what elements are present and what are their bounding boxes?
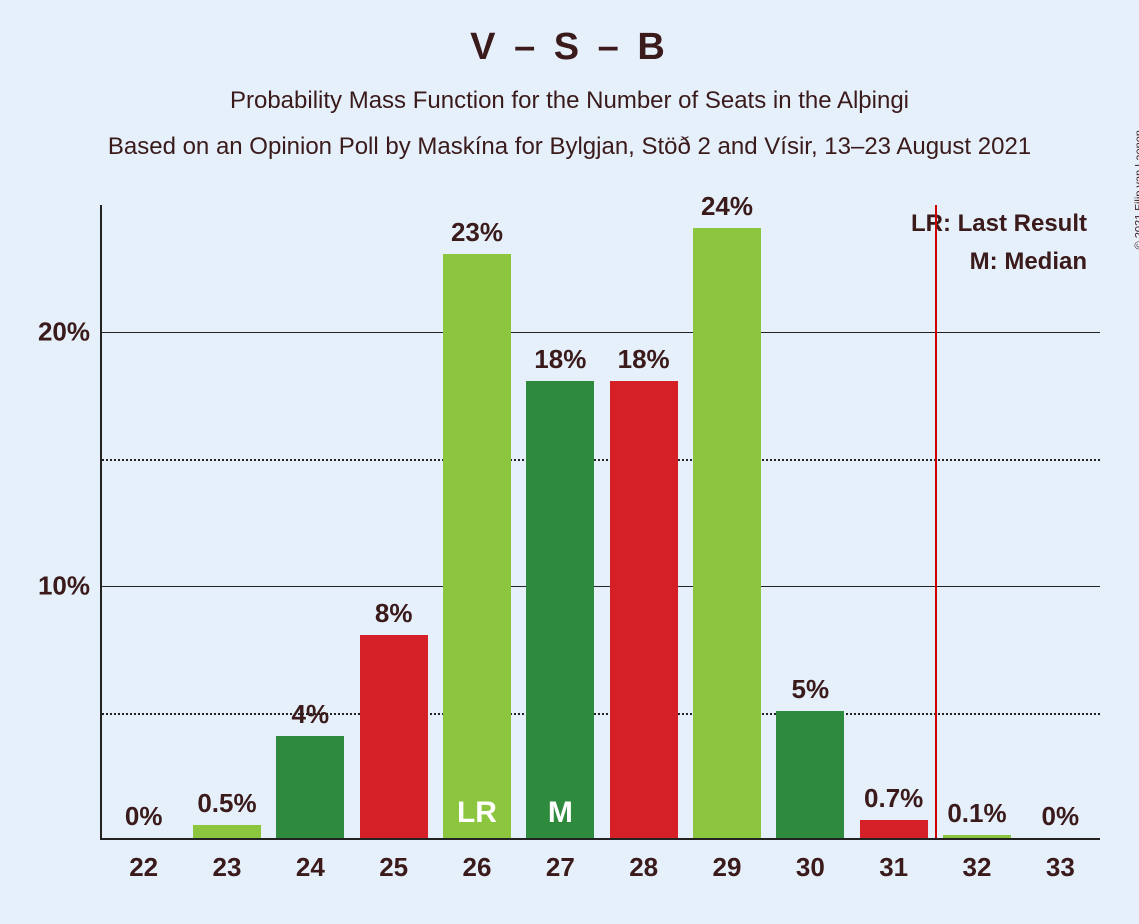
bar-value-label: 0% bbox=[125, 801, 163, 838]
y-tick-label: 10% bbox=[10, 571, 90, 602]
x-tick-label: 23 bbox=[213, 838, 242, 883]
chart-title: V – S – B bbox=[0, 0, 1139, 69]
bar-inner-label: M bbox=[526, 796, 594, 830]
bar: 0.7% bbox=[860, 820, 928, 838]
bar: 0.5% bbox=[193, 825, 261, 838]
bar-value-label: 4% bbox=[292, 699, 330, 736]
bar-value-label: 0.5% bbox=[197, 788, 256, 825]
bar-value-label: 5% bbox=[792, 674, 830, 711]
x-tick-label: 32 bbox=[963, 838, 992, 883]
bar-value-label: 23% bbox=[451, 217, 503, 254]
gridline-major bbox=[102, 332, 1100, 333]
x-tick-label: 31 bbox=[879, 838, 908, 883]
bar-value-label: 8% bbox=[375, 598, 413, 635]
credit-text: © 2021 Filip van Laenen bbox=[1133, 130, 1139, 249]
chart-subtitle-2: Based on an Opinion Poll by Maskína for … bbox=[0, 115, 1139, 161]
bar: 23%LR bbox=[443, 254, 511, 838]
x-tick-label: 22 bbox=[129, 838, 158, 883]
x-tick-label: 33 bbox=[1046, 838, 1075, 883]
bar-value-label: 18% bbox=[534, 344, 586, 381]
bar: 24% bbox=[693, 228, 761, 838]
bar-value-label: 0% bbox=[1042, 801, 1080, 838]
bar-value-label: 0.7% bbox=[864, 783, 923, 820]
plot-area: 10%20%0%220.5%234%248%2523%LR2618%M2718%… bbox=[100, 205, 1100, 840]
bar-inner-label: LR bbox=[443, 796, 511, 830]
bar: 18% bbox=[610, 381, 678, 838]
majority-threshold-line bbox=[935, 205, 937, 838]
x-tick-label: 27 bbox=[546, 838, 575, 883]
x-tick-label: 29 bbox=[713, 838, 742, 883]
bar-value-label: 0.1% bbox=[947, 798, 1006, 835]
chart-subtitle-1: Probability Mass Function for the Number… bbox=[0, 69, 1139, 115]
y-tick-label: 20% bbox=[10, 317, 90, 348]
bar-value-label: 24% bbox=[701, 191, 753, 228]
x-tick-label: 26 bbox=[463, 838, 492, 883]
gridline-minor bbox=[102, 459, 1100, 461]
bar: 5% bbox=[776, 711, 844, 838]
x-tick-label: 24 bbox=[296, 838, 325, 883]
bar: 8% bbox=[360, 635, 428, 838]
x-tick-label: 30 bbox=[796, 838, 825, 883]
x-tick-label: 25 bbox=[379, 838, 408, 883]
gridline-minor bbox=[102, 713, 1100, 715]
bar-value-label: 18% bbox=[618, 344, 670, 381]
x-tick-label: 28 bbox=[629, 838, 658, 883]
chart-container: V – S – B Probability Mass Function for … bbox=[0, 0, 1139, 924]
gridline-major bbox=[102, 586, 1100, 587]
bar: 4% bbox=[276, 736, 344, 838]
bar: 18%M bbox=[526, 381, 594, 838]
